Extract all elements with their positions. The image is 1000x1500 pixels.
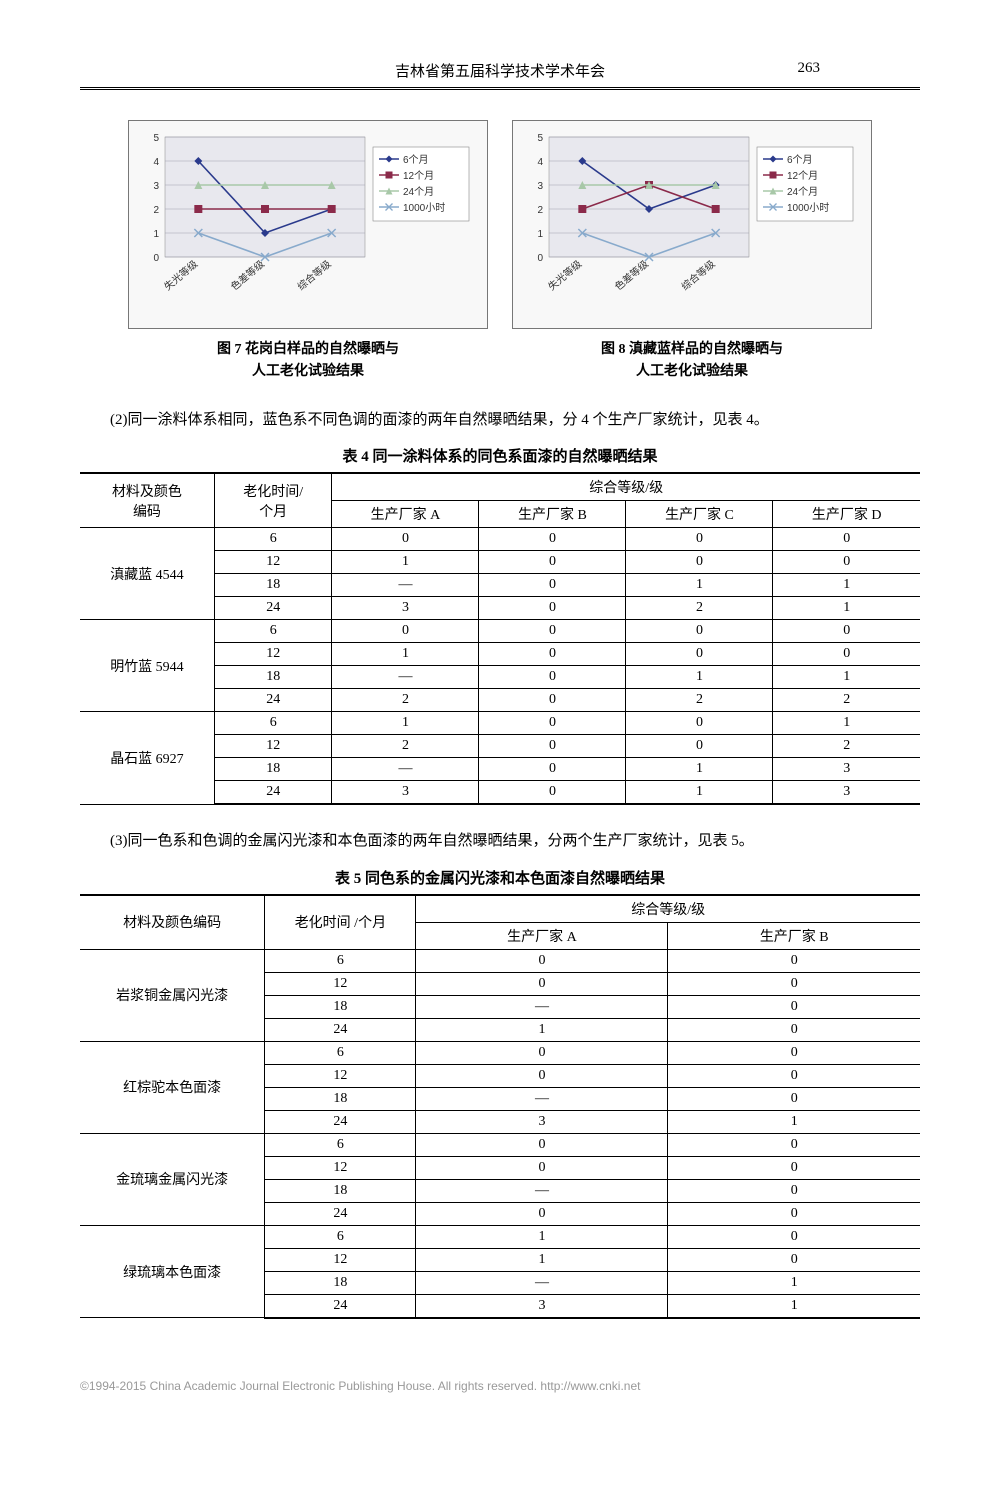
table-5-caption: 表 5 同色系的金属闪光漆和本色面漆自然曝晒结果 — [80, 867, 920, 888]
paragraph-3: (3)同一色系和色调的金属闪光漆和本色面漆的两年自然曝晒结果，分两个生产厂家统计… — [80, 829, 920, 855]
svg-text:色差等级: 色差等级 — [612, 257, 651, 293]
caption-line: 人工老化试验结果 — [128, 361, 488, 383]
page-header: 吉林省第五届科学技术学术年会 263 — [80, 60, 920, 90]
svg-text:1000小时: 1000小时 — [403, 202, 445, 214]
svg-text:2: 2 — [153, 205, 159, 216]
svg-text:失光等级: 失光等级 — [545, 257, 584, 293]
svg-text:1: 1 — [537, 229, 543, 240]
svg-text:综合等级: 综合等级 — [295, 257, 334, 293]
svg-text:2: 2 — [537, 205, 543, 216]
charts-row: 012345失光等级色差等级综合等级6个月12个月24个月1000小时 图 7 … — [80, 120, 920, 384]
caption-line: 人工老化试验结果 — [512, 361, 872, 383]
svg-text:3: 3 — [153, 181, 159, 192]
chart-7-caption: 图 7 花岗白样品的自然曝晒与 人工老化试验结果 — [128, 339, 488, 384]
table-4: 材料及颜色编码老化时间/个月综合等级/级生产厂家 A生产厂家 B生产厂家 C生产… — [80, 472, 920, 805]
svg-text:6个月: 6个月 — [787, 154, 813, 166]
header-title: 吉林省第五届科学技术学术年会 — [395, 60, 605, 81]
svg-text:12个月: 12个月 — [403, 170, 434, 182]
chart-7-plot: 0 1 2 3 4 5 失光等级色差等级综合等级 6个月 12个月 24个月 1000小时 — [128, 120, 488, 329]
svg-text:综合等级: 综合等级 — [679, 257, 718, 293]
table-4-caption: 表 4 同一涂料体系的同色系面漆的自然曝晒结果 — [80, 445, 920, 466]
svg-text:12个月: 12个月 — [787, 170, 818, 182]
svg-text:0: 0 — [153, 253, 159, 264]
svg-text:失光等级: 失光等级 — [161, 257, 200, 293]
svg-text:1: 1 — [153, 229, 159, 240]
svg-text:24个月: 24个月 — [403, 186, 434, 198]
svg-text:6个月: 6个月 — [403, 154, 429, 166]
svg-text:4: 4 — [537, 157, 543, 168]
chart-8-plot: 0 1 2 3 4 5 失光等级色差等级综合等级 6个月 12个月 24个月 1000小时 — [512, 120, 872, 329]
caption-line: 图 8 滇藏蓝样品的自然曝晒与 — [512, 339, 872, 361]
svg-text:5: 5 — [153, 133, 159, 144]
svg-text:1000小时: 1000小时 — [787, 202, 829, 214]
chart-8-caption: 图 8 滇藏蓝样品的自然曝晒与 人工老化试验结果 — [512, 339, 872, 384]
caption-line: 图 7 花岗白样品的自然曝晒与 — [128, 339, 488, 361]
chart-8: 0 1 2 3 4 5 失光等级色差等级综合等级 6个月 12个月 24个月 1000小时 图 8 … — [512, 120, 872, 384]
svg-text:24个月: 24个月 — [787, 186, 818, 198]
svg-text:3: 3 — [537, 181, 543, 192]
svg-text:色差等级: 色差等级 — [228, 257, 267, 293]
svg-text:4: 4 — [153, 157, 159, 168]
header-page: 263 — [798, 60, 821, 77]
svg-text:0: 0 — [537, 253, 543, 264]
paragraph-2: (2)同一涂料体系相同，蓝色系不同色调的面漆的两年自然曝晒结果，分 4 个生产厂… — [80, 408, 920, 434]
chart-7: 0 1 2 3 4 5 失光等级色差等级综合等级 6个月 12个月 24个月 1000小时 图 7 … — [128, 120, 488, 384]
svg-text:5: 5 — [537, 133, 543, 144]
footer-copyright: ©1994-2015 China Academic Journal Electr… — [80, 1379, 920, 1393]
table-5: 材料及颜色编码老化时间 /个月综合等级/级生产厂家 A生产厂家 B岩浆铜金属闪光… — [80, 894, 920, 1319]
